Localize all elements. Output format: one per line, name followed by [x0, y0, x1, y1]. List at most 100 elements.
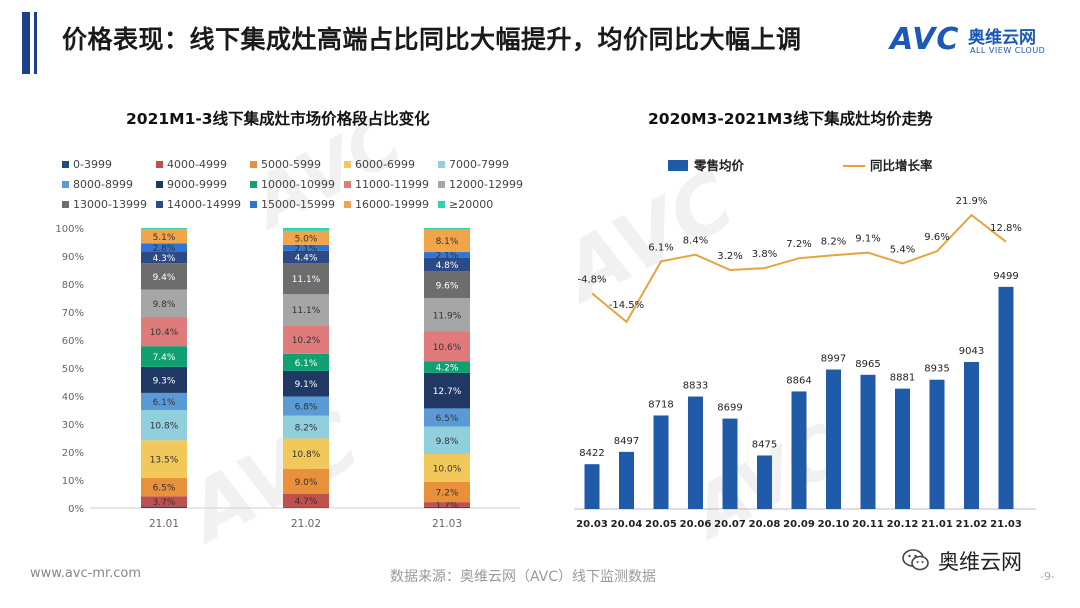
y-tick-label: 100%	[55, 224, 84, 235]
legend-label-bar: 零售均价	[693, 158, 745, 173]
legend-label: 9000-9999	[167, 178, 227, 191]
legend-item: 5000-5999	[250, 158, 321, 171]
bar-value-label: 8864	[786, 375, 811, 386]
line-value-label: 8.2%	[821, 236, 846, 247]
avc-logo: AVC 奥维云网 ALL VIEW CLOUD	[890, 22, 1060, 58]
avg-price-bar	[757, 455, 772, 509]
legend-label: 8000-8999	[73, 178, 133, 191]
line-value-label: 12.8%	[990, 223, 1022, 234]
data-label: 2.1%	[295, 244, 318, 254]
bar-value-label: 8935	[924, 364, 949, 375]
legend-label: 4000-4999	[167, 158, 227, 171]
data-label: 9.1%	[295, 380, 318, 390]
legend-swatch	[438, 181, 445, 188]
legend-swatch-bar	[668, 160, 688, 171]
logo-en: ALL VIEW CLOUD	[970, 46, 1046, 55]
data-label: 5.1%	[153, 233, 176, 243]
bar-value-label: 8833	[683, 381, 708, 392]
wechat-icon	[902, 549, 929, 571]
avg-price-bar	[860, 374, 876, 509]
y-tick-label: 80%	[62, 280, 84, 291]
legend-label: 15000-15999	[261, 198, 335, 211]
x-tick-label: 20.05	[645, 519, 677, 530]
y-tick-label: 70%	[62, 308, 84, 319]
data-label: 4.3%	[153, 254, 176, 264]
legend-swatch	[438, 201, 445, 208]
legend-item: 0-3999	[62, 158, 112, 171]
page-number: -9-	[1040, 570, 1055, 583]
y-tick-label: 60%	[62, 336, 84, 347]
y-tick-label: 30%	[62, 420, 84, 431]
title-accent-bar	[34, 12, 37, 74]
x-tick-label: 20.12	[887, 519, 919, 530]
x-tick-label: 20.10	[818, 519, 850, 530]
legend-label: 14000-14999	[167, 198, 241, 211]
legend-item: 16000-19999	[344, 198, 429, 211]
data-label: 10.8%	[292, 450, 321, 460]
bar-segment	[141, 251, 187, 264]
x-tick-label: 21.01	[149, 518, 179, 530]
bar-segment	[424, 228, 470, 230]
legend-label: 11000-11999	[355, 178, 429, 191]
bar-segment	[283, 244, 329, 251]
avg-price-bar	[619, 451, 634, 509]
bar-segment	[141, 243, 187, 252]
data-label: 10.4%	[150, 328, 179, 338]
x-tick-label: 20.07	[714, 519, 746, 530]
data-label: 10.0%	[433, 465, 462, 475]
avg-price-bar	[826, 369, 841, 509]
bar-segment	[141, 366, 187, 393]
data-label: 12.7%	[433, 387, 462, 397]
x-tick-label: 21.03	[990, 519, 1022, 530]
legend-swatch	[62, 161, 69, 168]
logo-mark: AVC	[890, 22, 960, 57]
bar-segment	[424, 361, 470, 373]
bar-segment	[141, 478, 187, 497]
bar-segment	[283, 396, 329, 416]
x-tick-label: 21.02	[956, 519, 988, 530]
legend-item: 11000-11999	[344, 178, 429, 191]
bar-segment	[283, 415, 329, 439]
data-label: 9.8%	[153, 300, 176, 310]
bar-segment	[283, 228, 329, 231]
x-tick-label: 20.11	[852, 519, 884, 530]
line-value-label: -14.5%	[609, 300, 644, 311]
legend-swatch	[62, 181, 69, 188]
bar-segment	[283, 468, 329, 494]
bar-segment	[141, 392, 187, 410]
x-tick-label: 20.08	[749, 519, 781, 530]
bar-segment	[141, 496, 187, 507]
logo-cn: 奥维云网	[968, 28, 1036, 48]
legend-item: 14000-14999	[156, 198, 241, 211]
bar-segment	[424, 454, 470, 482]
avg-price-bar	[895, 388, 910, 509]
footer-url: www.avc-mr.com	[30, 566, 142, 581]
line-value-label: 8.4%	[683, 236, 708, 247]
left-chart-title: 2021M1-3线下集成灶市场价格段占比变化	[126, 110, 430, 128]
legend-item: 7000-7999	[438, 158, 509, 171]
y-tick-label: 90%	[62, 252, 84, 263]
bar-segment	[141, 289, 187, 318]
data-label: 7.2%	[436, 489, 459, 499]
data-label: 4.8%	[436, 261, 459, 271]
legend-swatch	[250, 181, 257, 188]
legend-swatch	[250, 201, 257, 208]
legend-label-line: 同比增长率	[870, 158, 933, 173]
data-label: 5.0%	[295, 234, 318, 244]
line-value-label: -4.8%	[577, 274, 606, 285]
line-value-label: 9.1%	[855, 234, 880, 245]
x-tick-label: 20.09	[783, 519, 815, 530]
data-label: 8.2%	[295, 423, 318, 433]
legend-item: ≥20000	[438, 198, 493, 211]
line-value-label: 7.2%	[786, 239, 811, 250]
bar-value-label: 9499	[993, 271, 1018, 282]
bar-value-label: 8497	[614, 436, 639, 447]
legend-label: 13000-13999	[73, 198, 147, 211]
y-tick-label: 0%	[68, 504, 84, 515]
data-label: 10.6%	[433, 343, 462, 353]
data-label: 9.4%	[153, 273, 176, 283]
data-label: 4.7%	[295, 497, 318, 507]
legend-swatch	[344, 201, 351, 208]
bar-segment	[141, 506, 187, 508]
bar-value-label: 8881	[890, 373, 915, 384]
